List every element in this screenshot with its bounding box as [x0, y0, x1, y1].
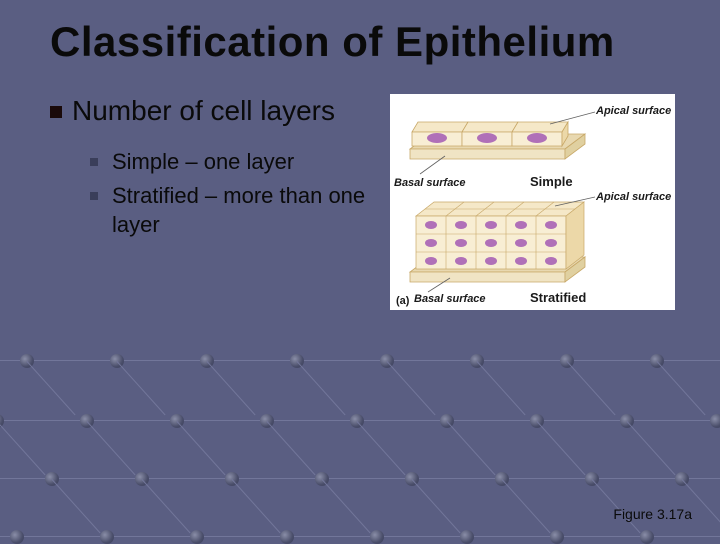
slide: Classification of Epithelium Number of c… [0, 0, 720, 540]
epithelium-diagram: Apical surface Basal surface Simple [390, 94, 675, 310]
panel-label: (a) [396, 295, 410, 307]
sub-bullet-item: Stratified – more than one layer [90, 182, 380, 239]
sub-bullet-item: Simple – one layer [90, 148, 380, 177]
sub-bullet-square-icon [90, 158, 98, 166]
diagram-svg: Apical surface Basal surface Simple [390, 94, 675, 310]
label-basal-2: Basal surface [414, 293, 486, 305]
sub-bullet-text: Simple – one layer [112, 148, 294, 177]
label-basal: Basal surface [394, 177, 466, 189]
sub-bullet-square-icon [90, 192, 98, 200]
bullet-main: Number of cell layers [50, 94, 380, 128]
label-apical-2: Apical surface [595, 191, 671, 203]
figure-caption: Figure 3.17a [613, 506, 692, 522]
text-column: Number of cell layers Simple – one layer… [50, 94, 380, 310]
sub-bullet-list: Simple – one layer Stratified – more tha… [90, 148, 380, 240]
content-row: Number of cell layers Simple – one layer… [50, 94, 680, 310]
bullet-square-icon [50, 106, 62, 118]
label-simple: Simple [530, 174, 573, 189]
slide-title: Classification of Epithelium [50, 18, 680, 66]
label-apical: Apical surface [595, 105, 671, 117]
sub-bullet-text: Stratified – more than one layer [112, 182, 380, 239]
label-stratified: Stratified [530, 290, 586, 305]
bullet-main-text: Number of cell layers [72, 94, 335, 128]
